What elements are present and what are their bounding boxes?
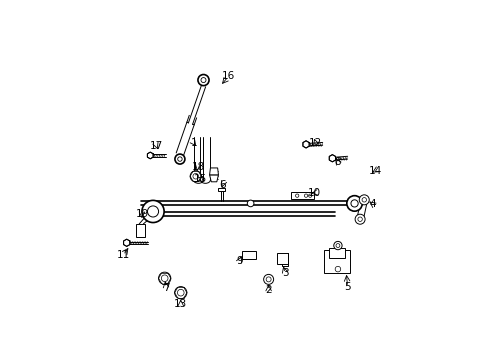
Circle shape [357, 217, 362, 221]
Polygon shape [328, 155, 335, 162]
Text: 5: 5 [344, 282, 350, 292]
Circle shape [350, 200, 357, 207]
Circle shape [177, 157, 182, 161]
Bar [328, 248, 345, 258]
Circle shape [265, 277, 270, 282]
Bar [241, 251, 255, 260]
Text: 18: 18 [191, 162, 204, 172]
Circle shape [335, 244, 339, 247]
Text: 13: 13 [174, 299, 187, 309]
Text: 12: 12 [308, 138, 322, 148]
Circle shape [142, 201, 164, 222]
Circle shape [190, 171, 201, 182]
Text: 3: 3 [282, 268, 288, 278]
Circle shape [147, 206, 158, 217]
Text: 2: 2 [265, 285, 271, 296]
Circle shape [201, 77, 205, 82]
Circle shape [161, 275, 168, 282]
Circle shape [346, 195, 362, 211]
Text: 16: 16 [222, 72, 235, 81]
Circle shape [304, 194, 307, 197]
Circle shape [359, 195, 368, 205]
Text: 19: 19 [135, 209, 148, 219]
Bar [218, 188, 225, 191]
Circle shape [174, 287, 186, 299]
Circle shape [193, 174, 198, 179]
Text: 8: 8 [334, 157, 341, 167]
Text: 17: 17 [149, 141, 163, 151]
Polygon shape [147, 152, 153, 159]
Text: 14: 14 [368, 166, 381, 176]
Circle shape [263, 274, 273, 284]
Polygon shape [302, 141, 308, 148]
Text: 6: 6 [219, 180, 226, 190]
Circle shape [177, 289, 183, 296]
Bar [324, 250, 350, 273]
Text: 4: 4 [368, 199, 375, 209]
Polygon shape [209, 168, 218, 175]
Text: 11: 11 [116, 250, 129, 260]
Text: 1: 1 [190, 138, 197, 148]
Polygon shape [123, 239, 129, 246]
Circle shape [158, 272, 170, 284]
Circle shape [361, 198, 366, 202]
Circle shape [308, 194, 311, 197]
Bar [291, 192, 313, 199]
Circle shape [175, 154, 184, 164]
Circle shape [333, 242, 342, 250]
Text: 9: 9 [236, 256, 243, 266]
Bar [135, 224, 145, 237]
Circle shape [354, 214, 365, 224]
Circle shape [334, 266, 340, 272]
Text: 15: 15 [194, 174, 207, 184]
Polygon shape [209, 175, 218, 182]
Circle shape [198, 75, 208, 86]
Bar [276, 253, 287, 264]
Circle shape [247, 200, 253, 207]
Text: 7: 7 [163, 283, 169, 293]
Circle shape [295, 194, 298, 197]
Text: 10: 10 [307, 188, 320, 198]
